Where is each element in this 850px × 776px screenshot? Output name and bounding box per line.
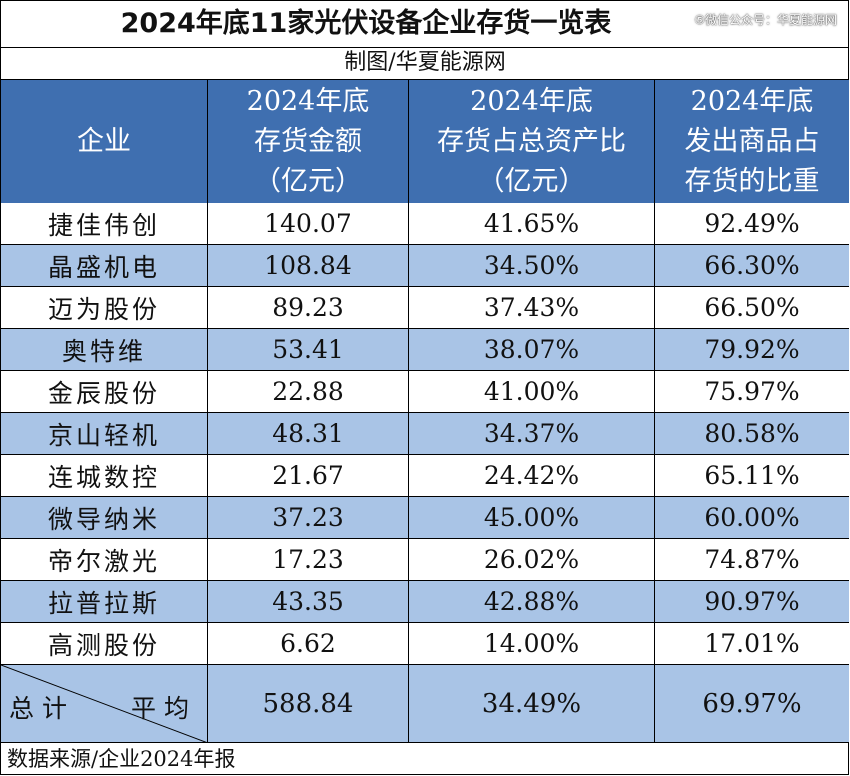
company-cell: 帝尔激光 (1, 539, 208, 580)
table-row: 迈为股份 89.23 37.43% 66.50% (1, 287, 849, 329)
company-cell: 捷佳伟创 (1, 203, 208, 244)
ratio-cell: 38.07% (409, 329, 655, 370)
table-row: 微导纳米 37.23 45.00% 60.00% (1, 497, 849, 539)
table-title: 2024年底11家光伏设备企业存货一览表 (120, 8, 612, 39)
table-row: 捷佳伟创 140.07 41.65% 92.49% (1, 203, 849, 245)
total-inventory: 588.84 (208, 665, 409, 742)
ratio-cell: 45.00% (409, 497, 655, 538)
average-label: 平均 (131, 694, 198, 723)
shipped-ratio-cell: 80.58% (704, 419, 800, 448)
header-ratio: 2024年底 存货占总资产比 （亿元） (409, 80, 655, 203)
company-cell: 晶盛机电 (1, 245, 208, 286)
company-cell: 奥特维 (1, 329, 208, 370)
header-company: 企业 (1, 80, 208, 203)
wechat-watermark: ⑤微信公众号：华夏能源网 (694, 13, 837, 27)
ratio-cell: 34.50% (409, 245, 655, 286)
shipped-ratio-cell: 79.92% (704, 335, 800, 364)
inventory-cell: 108.84 (208, 245, 409, 286)
table-row: 京山轻机 48.31 34.37% 80.58% (1, 413, 849, 455)
company-cell: 高测股份 (1, 623, 208, 664)
shipped-ratio-cell: 65.11% (704, 461, 800, 490)
inventory-cell: 48.31 (208, 413, 409, 454)
inventory-cell: 140.07 (208, 203, 409, 244)
ratio-cell: 42.88% (409, 581, 655, 622)
company-cell: 京山轻机 (1, 413, 208, 454)
table-row: 高测股份 6.62 14.00% 17.01% (1, 623, 849, 665)
shipped-ratio-cell: 74.87% (704, 545, 800, 574)
inventory-cell: 6.62 (208, 623, 409, 664)
ratio-cell: 14.00% (409, 623, 655, 664)
inventory-cell: 37.23 (208, 497, 409, 538)
company-cell: 迈为股份 (1, 287, 208, 328)
inventory-cell: 17.23 (208, 539, 409, 580)
shipped-ratio-cell: 92.49% (704, 209, 800, 238)
shipped-ratio-cell: 60.00% (704, 503, 800, 532)
title-row: 2024年底11家光伏设备企业存货一览表 ⑤微信公众号：华夏能源网 (1, 1, 849, 48)
table-row: 拉普拉斯 43.35 42.88% 90.97% (1, 581, 849, 623)
shipped-ratio-cell: 66.30% (704, 251, 800, 280)
company-cell: 连城数控 (1, 455, 208, 496)
table-row: 金辰股份 22.88 41.00% 75.97% (1, 371, 849, 413)
total-label: 总计 (9, 694, 76, 723)
total-diagonal-divider (1, 665, 208, 743)
shipped-ratio-cell: 17.01% (704, 629, 800, 658)
inventory-cell: 53.41 (208, 329, 409, 370)
table-row: 晶盛机电 108.84 34.50% 66.30% (1, 245, 849, 287)
average-ratio: 34.49% (409, 665, 655, 742)
inventory-cell: 22.88 (208, 371, 409, 412)
inventory-cell: 89.23 (208, 287, 409, 328)
total-row: 总计 平均 588.84 34.49% 69.97% (1, 665, 849, 743)
header-shipped: 2024年底 发出商品占 存货的比重 (684, 85, 820, 197)
company-cell: 金辰股份 (1, 371, 208, 412)
average-shipped: 69.97% (702, 688, 802, 719)
table-subtitle: 制图/华夏能源网 (1, 47, 849, 80)
company-cell: 拉普拉斯 (1, 581, 208, 622)
ratio-cell: 34.37% (409, 413, 655, 454)
ratio-cell: 24.42% (409, 455, 655, 496)
header-inventory: 2024年底 存货金额 （亿元） (208, 80, 409, 203)
inventory-cell: 21.67 (208, 455, 409, 496)
ratio-cell: 41.65% (409, 203, 655, 244)
shipped-ratio-cell: 90.97% (704, 587, 800, 616)
ratio-cell: 41.00% (409, 371, 655, 412)
table-row: 帝尔激光 17.23 26.02% 74.87% (1, 539, 849, 581)
ratio-cell: 37.43% (409, 287, 655, 328)
shipped-ratio-cell: 75.97% (704, 377, 800, 406)
shipped-ratio-cell: 66.50% (704, 293, 800, 322)
table-row: 连城数控 21.67 24.42% 65.11% (1, 455, 849, 497)
table-row: 奥特维 53.41 38.07% 79.92% (1, 329, 849, 371)
company-cell: 微导纳米 (1, 497, 208, 538)
ratio-cell: 26.02% (409, 539, 655, 580)
inventory-cell: 43.35 (208, 581, 409, 622)
table-header: 企业 2024年底 存货金额 （亿元） 2024年底 存货占总资产比 （亿元） … (1, 80, 849, 204)
data-source-note: 数据来源/企业2024年报 (7, 747, 236, 771)
